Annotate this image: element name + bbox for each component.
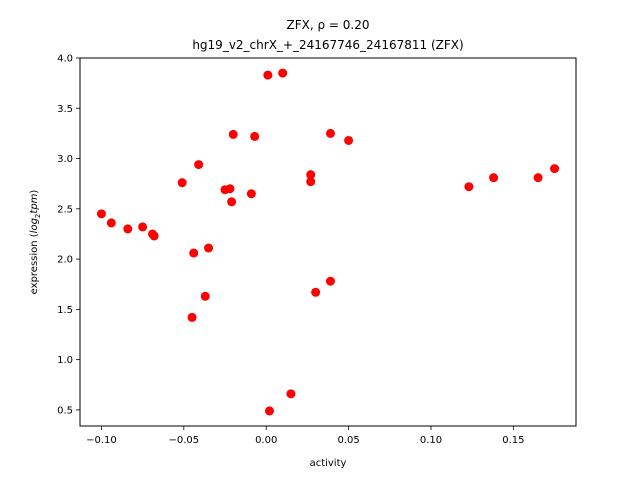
y-tick-label: 3.5 (57, 104, 73, 115)
data-point (194, 160, 204, 170)
data-point (96, 209, 106, 219)
y-tick-label: 2.0 (57, 255, 73, 266)
y-axis-label: expression (log2tpm) (29, 190, 42, 295)
data-point (325, 276, 335, 286)
y-tick-label: 1.0 (57, 355, 73, 366)
data-point (189, 248, 199, 258)
data-point (325, 128, 335, 138)
data-point (123, 224, 133, 234)
data-point (149, 231, 159, 241)
y-label-math: log (29, 218, 40, 233)
x-axis-label: activity (310, 458, 347, 469)
data-point (265, 406, 275, 416)
data-point (200, 291, 210, 301)
data-point (550, 164, 560, 174)
data-point (464, 182, 474, 192)
data-points (96, 68, 560, 416)
data-point (250, 131, 260, 141)
data-point (278, 68, 288, 78)
data-point (246, 189, 256, 199)
x-axis-ticks: −0.10 −0.05 0.00 0.05 0.10 0.15 (86, 426, 525, 446)
y-label-subscript: 2 (34, 214, 42, 218)
data-point (225, 184, 235, 194)
y-label-math2: tpm (29, 193, 40, 213)
y-tick-label: 0.5 (57, 405, 73, 416)
chart-title-line1: ZFX, ρ = 0.20 (287, 18, 370, 32)
data-point (263, 70, 273, 80)
y-tick-label: 2.5 (57, 204, 73, 215)
data-point (311, 287, 321, 297)
x-tick-label: 0.00 (255, 435, 277, 446)
data-point (286, 389, 296, 399)
x-tick-label: 0.10 (420, 435, 442, 446)
y-label-prefix: expression ( (29, 233, 40, 294)
y-tick-label: 3.0 (57, 154, 73, 165)
data-point (344, 135, 354, 145)
data-point (138, 222, 148, 232)
data-point (187, 312, 197, 322)
data-point (106, 218, 116, 228)
data-point (228, 129, 238, 139)
x-tick-label: −0.10 (86, 435, 117, 446)
y-tick-label: 4.0 (57, 54, 73, 65)
data-point (306, 177, 316, 187)
data-point (533, 173, 543, 183)
data-point (306, 170, 316, 180)
x-tick-label: 0.15 (502, 435, 524, 446)
chart-title-line2: hg19_v2_chrX_+_24167746_24167811 (ZFX) (192, 38, 463, 52)
data-point (227, 197, 237, 207)
y-axis-ticks: 0.5 1.0 1.5 2.0 2.5 3.0 3.5 4.0 (57, 54, 80, 416)
y-tick-label: 1.5 (57, 305, 73, 316)
x-tick-label: −0.05 (168, 435, 199, 446)
x-tick-label: 0.05 (337, 435, 359, 446)
data-point (204, 243, 214, 253)
data-point (489, 173, 499, 183)
data-point (177, 178, 187, 188)
plot-area-frame (79, 57, 577, 427)
y-label-suffix: ) (29, 190, 40, 194)
